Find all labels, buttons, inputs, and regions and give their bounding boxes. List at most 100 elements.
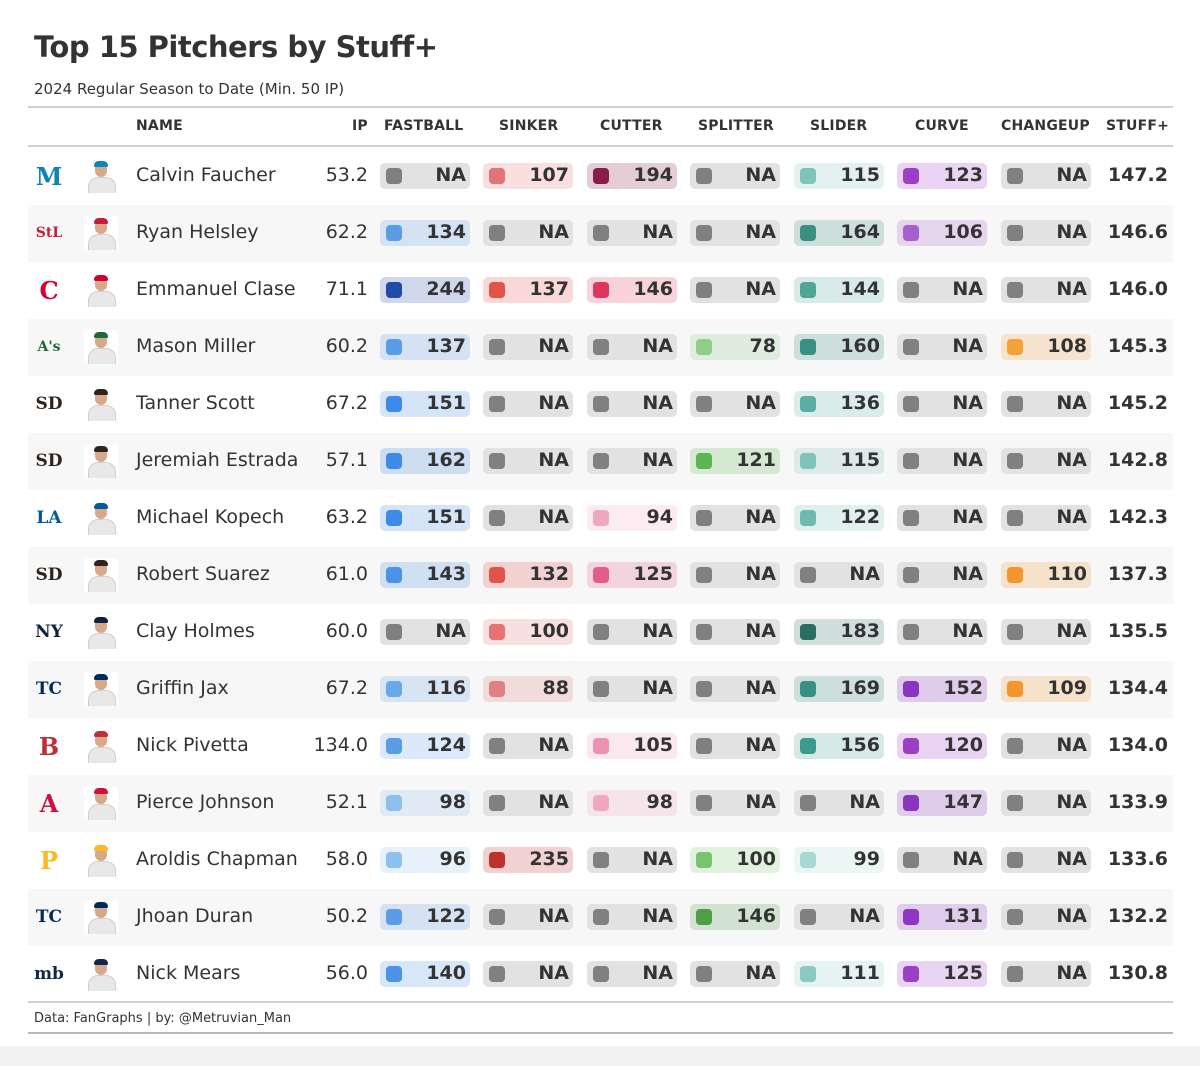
pitch-value: NA <box>745 734 776 756</box>
pitch-cell-cutter: 105 <box>587 733 677 759</box>
cardinals-logo: StL <box>35 225 63 241</box>
pitch-cell-splitter: NA <box>690 505 780 531</box>
table-row: A's Mason Miller 60.2 137 NA NA 78 160 NA 108 145.… <box>28 319 1173 376</box>
pitch-cell-sinker: 100 <box>483 619 573 645</box>
innings-pitched: 134.0 <box>313 734 368 756</box>
player-name: Tanner Scott <box>136 392 255 414</box>
table-row: LA Michael Kopech 63.2 151 NA 94 NA 122 NA NA 142.… <box>28 490 1173 547</box>
pitch-value: 136 <box>840 392 880 414</box>
pitch-cell-fastball: 143 <box>380 562 470 588</box>
pitch-color-swatch <box>386 225 402 241</box>
headshot-jersey <box>88 576 116 592</box>
stuff-plus-value: 132.2 <box>1107 905 1168 927</box>
pitch-value: NA <box>538 791 569 813</box>
pitch-cell-cutter: NA <box>587 961 677 987</box>
pitch-cell-splitter: 100 <box>690 847 780 873</box>
pitch-value: NA <box>849 563 880 585</box>
pitch-color-swatch <box>696 966 712 982</box>
pitch-value: 143 <box>426 563 466 585</box>
innings-pitched: 67.2 <box>325 392 368 414</box>
player-name: Mason Miller <box>136 335 256 357</box>
headshot-jersey <box>88 861 116 877</box>
pitch-value: NA <box>1056 848 1087 870</box>
header-stuff: STUFF+ <box>1106 118 1170 134</box>
table-row: A Pierce Johnson 52.1 98 NA 98 NA NA 147 NA 133.9 <box>28 775 1173 832</box>
pitch-value: NA <box>952 392 983 414</box>
pitch-color-swatch <box>593 453 609 469</box>
player-headshot <box>84 957 118 991</box>
player-name: Griffin Jax <box>136 677 229 699</box>
headshot-cap <box>94 161 108 167</box>
headshot-cap <box>94 560 108 566</box>
pitch-value: 115 <box>840 164 880 186</box>
pitch-color-swatch <box>696 168 712 184</box>
footer-rule <box>28 1032 1173 1034</box>
pitch-cell-splitter: NA <box>690 790 780 816</box>
top-rule <box>28 106 1173 108</box>
stuff-plus-value: 135.5 <box>1107 620 1168 642</box>
pitch-cell-changeup: NA <box>1001 961 1091 987</box>
pitch-color-swatch <box>800 909 816 925</box>
pitch-color-swatch <box>593 282 609 298</box>
pitch-color-swatch <box>593 225 609 241</box>
pitch-value: 132 <box>529 563 569 585</box>
pitch-color-swatch <box>903 225 919 241</box>
pitch-color-swatch <box>386 966 402 982</box>
pitch-cell-splitter: NA <box>690 961 780 987</box>
pitch-cell-cutter: NA <box>587 847 677 873</box>
pitch-value: 121 <box>736 449 776 471</box>
headshot-cap <box>94 731 108 737</box>
stuff-plus-value: 145.2 <box>1107 392 1168 414</box>
table-row: SD Robert Suarez 61.0 143 132 125 NA NA NA 110 137… <box>28 547 1173 604</box>
pitch-cell-slider: 136 <box>794 391 884 417</box>
pitch-value: 116 <box>426 677 466 699</box>
pitch-cell-fastball: 124 <box>380 733 470 759</box>
pitch-cell-cutter: 194 <box>587 163 677 189</box>
pitch-value: NA <box>435 164 466 186</box>
pitch-cell-splitter: NA <box>690 220 780 246</box>
table-row: M Calvin Faucher 53.2 NA 107 194 NA 115 123 NA 147… <box>28 148 1173 205</box>
pitch-cell-changeup: 109 <box>1001 676 1091 702</box>
pitch-color-swatch <box>386 396 402 412</box>
pitch-cell-sinker: 137 <box>483 277 573 303</box>
pitch-color-swatch <box>593 567 609 583</box>
pitch-value: 111 <box>840 962 880 984</box>
pitch-color-swatch <box>903 738 919 754</box>
pitch-value: NA <box>435 620 466 642</box>
pitch-color-swatch <box>386 567 402 583</box>
headshot-cap <box>94 959 108 965</box>
pitch-color-swatch <box>800 396 816 412</box>
pitch-cell-curve: 120 <box>897 733 987 759</box>
pitch-value: 122 <box>426 905 466 927</box>
page-title: Top 15 Pitchers by Stuff+ <box>34 30 438 64</box>
pitch-value: 94 <box>646 506 673 528</box>
pitch-cell-sinker: NA <box>483 334 573 360</box>
player-name: Jeremiah Estrada <box>136 449 299 471</box>
pitch-cell-sinker: NA <box>483 220 573 246</box>
pitch-color-swatch <box>489 567 505 583</box>
player-name: Calvin Faucher <box>136 164 276 186</box>
innings-pitched: 50.2 <box>325 905 368 927</box>
player-headshot <box>84 558 118 592</box>
pirates-logo: P <box>39 845 59 875</box>
pitch-value: 123 <box>943 164 983 186</box>
pitch-color-swatch <box>489 453 505 469</box>
pitch-color-swatch <box>800 225 816 241</box>
pitch-value: NA <box>642 620 673 642</box>
pitch-cell-splitter: NA <box>690 562 780 588</box>
pitch-value: 235 <box>529 848 569 870</box>
innings-pitched: 52.1 <box>325 791 368 813</box>
pitch-cell-curve: NA <box>897 277 987 303</box>
pitch-value: 151 <box>426 392 466 414</box>
pitch-color-swatch <box>903 453 919 469</box>
pitch-color-swatch <box>696 510 712 526</box>
pitch-color-swatch <box>696 909 712 925</box>
redsox-logo: B <box>38 731 60 761</box>
padres-logo: SD <box>35 394 63 414</box>
stuff-plus-value: 133.6 <box>1107 848 1168 870</box>
pitch-value: NA <box>538 506 569 528</box>
pitch-value: NA <box>745 392 776 414</box>
pitch-value: NA <box>538 962 569 984</box>
pitch-cell-curve: 106 <box>897 220 987 246</box>
stuff-plus-value: 142.8 <box>1107 449 1168 471</box>
